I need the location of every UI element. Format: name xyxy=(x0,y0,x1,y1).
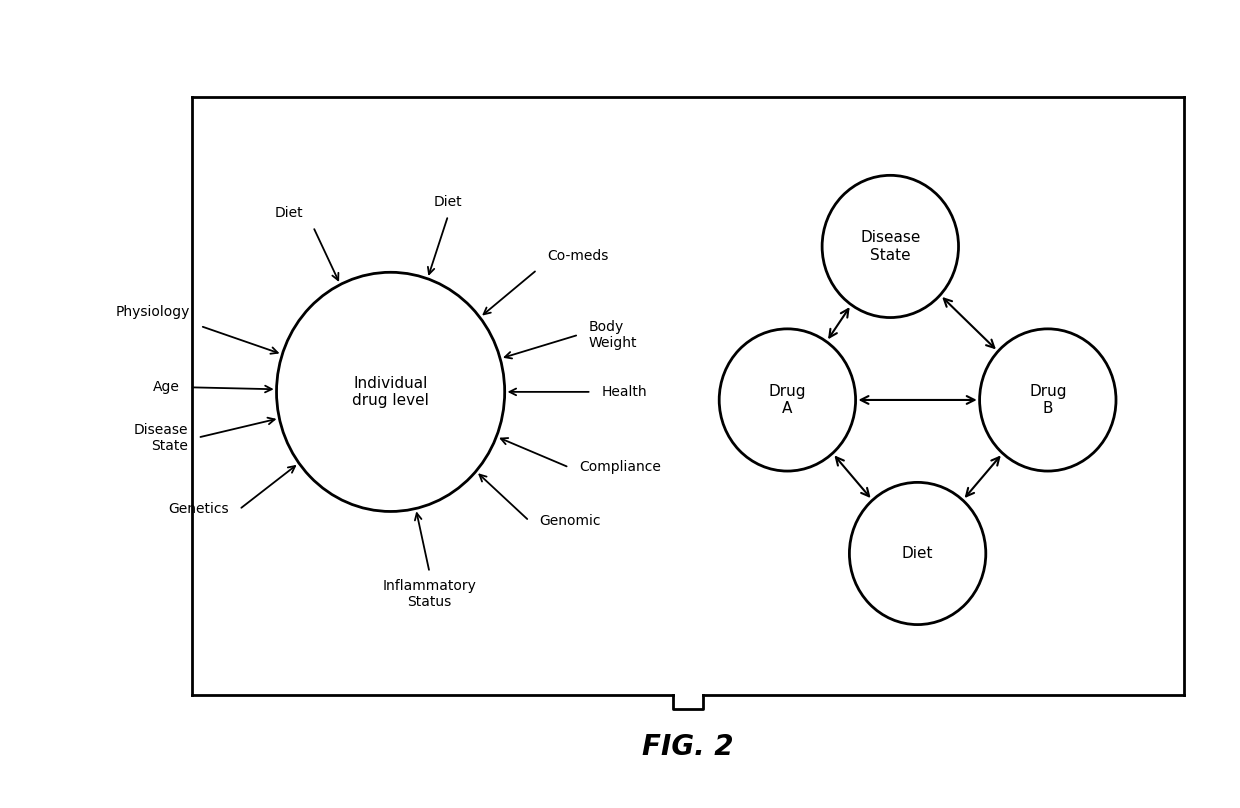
Text: Inflammatory
Status: Inflammatory Status xyxy=(383,579,476,609)
Text: Disease
State: Disease State xyxy=(134,423,187,452)
Text: Compliance: Compliance xyxy=(579,461,661,474)
Text: Diet: Diet xyxy=(901,546,934,561)
Text: Genetics: Genetics xyxy=(169,503,229,516)
Text: Drug
B: Drug B xyxy=(1029,384,1066,416)
Text: Disease
State: Disease State xyxy=(861,230,920,263)
Text: Diet: Diet xyxy=(434,195,463,209)
Text: Diet: Diet xyxy=(274,206,303,220)
Text: Co-meds: Co-meds xyxy=(547,249,609,263)
Text: FIG. 2: FIG. 2 xyxy=(642,734,734,761)
Text: Health: Health xyxy=(601,385,647,399)
Text: Individual
drug level: Individual drug level xyxy=(352,376,429,408)
Text: Age: Age xyxy=(153,381,180,394)
Text: Body
Weight: Body Weight xyxy=(589,320,637,350)
Text: Genomic: Genomic xyxy=(539,514,600,528)
Text: Physiology: Physiology xyxy=(115,305,190,319)
Text: Drug
A: Drug A xyxy=(769,384,806,416)
